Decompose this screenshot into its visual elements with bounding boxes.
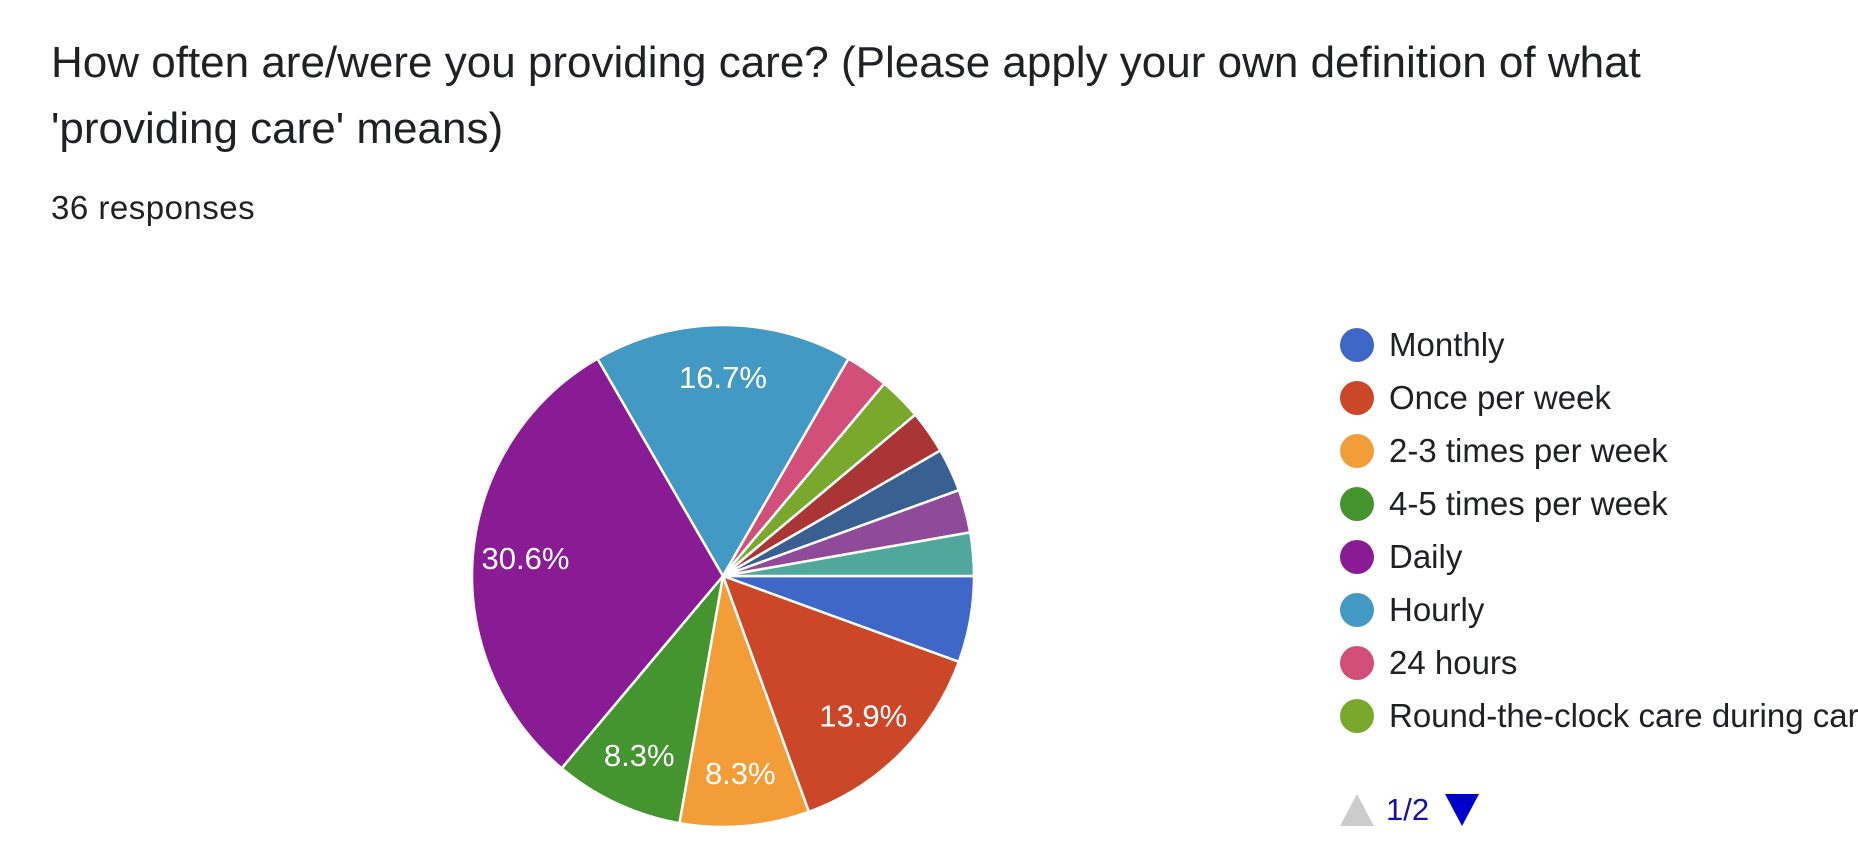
legend-swatch: [1340, 433, 1374, 468]
legend-swatch: [1340, 327, 1374, 362]
legend-item-24-hours: 24 hours: [1340, 636, 1858, 689]
legend-swatch: [1340, 539, 1374, 574]
page-indicator: 1/2: [1386, 792, 1430, 827]
legend-label: Hourly: [1389, 590, 1485, 628]
pie-slice: [721, 574, 961, 814]
legend-swatch: [1340, 486, 1374, 521]
slice-percent-label: 13.9%: [819, 699, 907, 734]
legend-item-hourly: Hourly: [1340, 583, 1858, 636]
legend-item-4-5-times: 4-5 times per week: [1340, 477, 1858, 530]
legend-item-round-the-clock: Round-the-clock care during care: [1340, 689, 1858, 742]
triangle-up-icon[interactable]: [1340, 794, 1374, 826]
pie-slices: [470, 323, 976, 829]
slice-percent-label: 16.7%: [679, 360, 767, 395]
legend-label: Round-the-clock care during care: [1389, 696, 1858, 734]
legend-label: Monthly: [1389, 325, 1505, 363]
legend-item-2-3-times: 2-3 times per week: [1340, 424, 1858, 477]
pie-slice: [560, 574, 725, 825]
legend-item-daily: Daily: [1340, 530, 1858, 583]
pie-labels: 13.9% 8.3% 8.3% 30.6% 16.7%: [482, 360, 908, 791]
chart-title: How often are/were you providing care? (…: [51, 38, 1641, 153]
legend-label: Daily: [1389, 537, 1463, 575]
legend-label: 24 hours: [1389, 643, 1518, 681]
legend-pager: 1/2: [1340, 788, 1480, 832]
pie-slice: [678, 574, 811, 829]
responses-count: 36 responses: [51, 189, 256, 226]
legend-item-once-per-week: Once per week: [1340, 371, 1858, 424]
legend-swatch: [1340, 645, 1374, 680]
legend: Monthly Once per week 2-3 times per week…: [1340, 318, 1858, 742]
legend-label: 2-3 times per week: [1389, 431, 1668, 469]
pie-slice: [470, 357, 725, 770]
slice-percent-label: 8.3%: [705, 756, 776, 791]
slice-percent-label: 30.6%: [482, 541, 570, 576]
pie-slice: [596, 323, 850, 578]
legend-swatch: [1340, 592, 1374, 627]
legend-swatch: [1340, 698, 1374, 733]
legend-label: Once per week: [1389, 378, 1611, 416]
legend-item-monthly: Monthly: [1340, 318, 1858, 371]
legend-swatch: [1340, 380, 1374, 415]
slice-percent-label: 8.3%: [604, 738, 675, 773]
pie-slice: [721, 531, 976, 578]
legend-label: 4-5 times per week: [1389, 484, 1668, 522]
triangle-down-icon[interactable]: [1445, 794, 1480, 826]
